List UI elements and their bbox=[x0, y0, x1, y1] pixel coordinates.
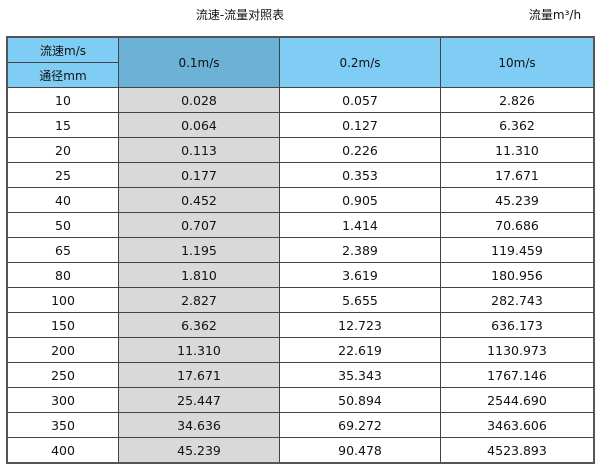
diameter-cell: 15 bbox=[6, 112, 119, 138]
flow-cell: 2.826 bbox=[440, 87, 595, 113]
flow-cell: 0.353 bbox=[279, 162, 441, 188]
flow-cell: 636.173 bbox=[440, 312, 595, 338]
flow-cell: 0.113 bbox=[118, 137, 280, 163]
flow-cell: 3463.606 bbox=[440, 412, 595, 438]
flow-cell: 45.239 bbox=[118, 437, 280, 464]
flow-cell: 90.478 bbox=[279, 437, 441, 464]
flow-cell: 17.671 bbox=[440, 162, 595, 188]
flow-cell: 3.619 bbox=[279, 262, 441, 288]
flow-cell: 11.310 bbox=[118, 337, 280, 363]
diameter-cell: 150 bbox=[6, 312, 119, 338]
flow-cell: 50.894 bbox=[279, 387, 441, 413]
flow-cell: 22.619 bbox=[279, 337, 441, 363]
diameter-cell: 20 bbox=[6, 137, 119, 163]
flow-cell: 0.177 bbox=[118, 162, 280, 188]
flow-cell: 282.743 bbox=[440, 287, 595, 313]
table-row: 65 1.195 2.389 119.459 bbox=[6, 237, 595, 263]
diameter-cell: 50 bbox=[6, 212, 119, 238]
table-row: 10 0.028 0.057 2.826 bbox=[6, 87, 595, 113]
flow-cell: 69.272 bbox=[279, 412, 441, 438]
flow-cell: 119.459 bbox=[440, 237, 595, 263]
table-row: 25 0.177 0.353 17.671 bbox=[6, 162, 595, 188]
flow-cell: 34.636 bbox=[118, 412, 280, 438]
table-row: 400 45.239 90.478 4523.893 bbox=[6, 437, 595, 464]
flow-cell: 4523.893 bbox=[440, 437, 595, 464]
header-row: 流速m/s 0.1m/s 0.2m/s 10m/s bbox=[6, 36, 595, 88]
diameter-cell: 10 bbox=[6, 87, 119, 113]
table-row: 100 2.827 5.655 282.743 bbox=[6, 287, 595, 313]
table-row: 150 6.362 12.723 636.173 bbox=[6, 312, 595, 338]
flow-cell: 35.343 bbox=[279, 362, 441, 388]
flow-cell: 12.723 bbox=[279, 312, 441, 338]
table-row: 250 17.671 35.343 1767.146 bbox=[6, 362, 595, 388]
flow-cell: 1.195 bbox=[118, 237, 280, 263]
flow-cell: 6.362 bbox=[118, 312, 280, 338]
flow-cell: 0.064 bbox=[118, 112, 280, 138]
diameter-cell: 350 bbox=[6, 412, 119, 438]
diameter-cell: 65 bbox=[6, 237, 119, 263]
flow-cell: 1.414 bbox=[279, 212, 441, 238]
flow-cell: 180.956 bbox=[440, 262, 595, 288]
table-row: 20 0.113 0.226 11.310 bbox=[6, 137, 595, 163]
velocity-header: 流速m/s bbox=[6, 36, 119, 63]
diameter-cell: 250 bbox=[6, 362, 119, 388]
column-header: 0.1m/s bbox=[118, 36, 280, 88]
flow-cell: 2.827 bbox=[118, 287, 280, 313]
flow-cell: 0.028 bbox=[118, 87, 280, 113]
flow-cell: 0.707 bbox=[118, 212, 280, 238]
diameter-cell: 80 bbox=[6, 262, 119, 288]
column-header: 0.2m/s bbox=[279, 36, 441, 88]
flow-cell: 11.310 bbox=[440, 137, 595, 163]
diameter-cell: 200 bbox=[6, 337, 119, 363]
diameter-cell: 300 bbox=[6, 387, 119, 413]
table-row: 300 25.447 50.894 2544.690 bbox=[6, 387, 595, 413]
flow-cell: 5.655 bbox=[279, 287, 441, 313]
table-row: 50 0.707 1.414 70.686 bbox=[6, 212, 595, 238]
column-header: 10m/s bbox=[440, 36, 595, 88]
flow-cell: 0.057 bbox=[279, 87, 441, 113]
flow-cell: 2.389 bbox=[279, 237, 441, 263]
diameter-cell: 40 bbox=[6, 187, 119, 213]
table-row: 200 11.310 22.619 1130.973 bbox=[6, 337, 595, 363]
table-row: 350 34.636 69.272 3463.606 bbox=[6, 412, 595, 438]
unit-label: 流量m³/h bbox=[528, 8, 582, 22]
table-row: 80 1.810 3.619 180.956 bbox=[6, 262, 595, 288]
diameter-cell: 100 bbox=[6, 287, 119, 313]
table-title: 流速-流量对照表 bbox=[195, 8, 285, 22]
diameter-cell: 25 bbox=[6, 162, 119, 188]
diameter-header: 通径mm bbox=[6, 62, 119, 88]
flow-cell: 45.239 bbox=[440, 187, 595, 213]
flow-cell: 0.226 bbox=[279, 137, 441, 163]
flow-cell: 0.127 bbox=[279, 112, 441, 138]
flow-cell: 17.671 bbox=[118, 362, 280, 388]
header-row: 通径mm bbox=[6, 62, 594, 88]
flow-cell: 0.905 bbox=[279, 187, 441, 213]
flow-cell: 2544.690 bbox=[440, 387, 595, 413]
diameter-cell: 400 bbox=[6, 437, 119, 464]
flow-cell: 1.810 bbox=[118, 262, 280, 288]
flow-cell: 0.452 bbox=[118, 187, 280, 213]
table-row: 15 0.064 0.127 6.362 bbox=[6, 112, 595, 138]
flow-cell: 6.362 bbox=[440, 112, 595, 138]
flow-rate-table: 流速m/s 0.1m/s 0.2m/s 10m/s 通径mm 10 0.028 0.… bbox=[6, 36, 595, 464]
flow-cell: 1767.146 bbox=[440, 362, 595, 388]
flow-cell: 70.686 bbox=[440, 212, 595, 238]
flow-cell: 25.447 bbox=[118, 387, 280, 413]
table-row: 40 0.452 0.905 45.239 bbox=[6, 187, 595, 213]
flow-cell: 1130.973 bbox=[440, 337, 595, 363]
